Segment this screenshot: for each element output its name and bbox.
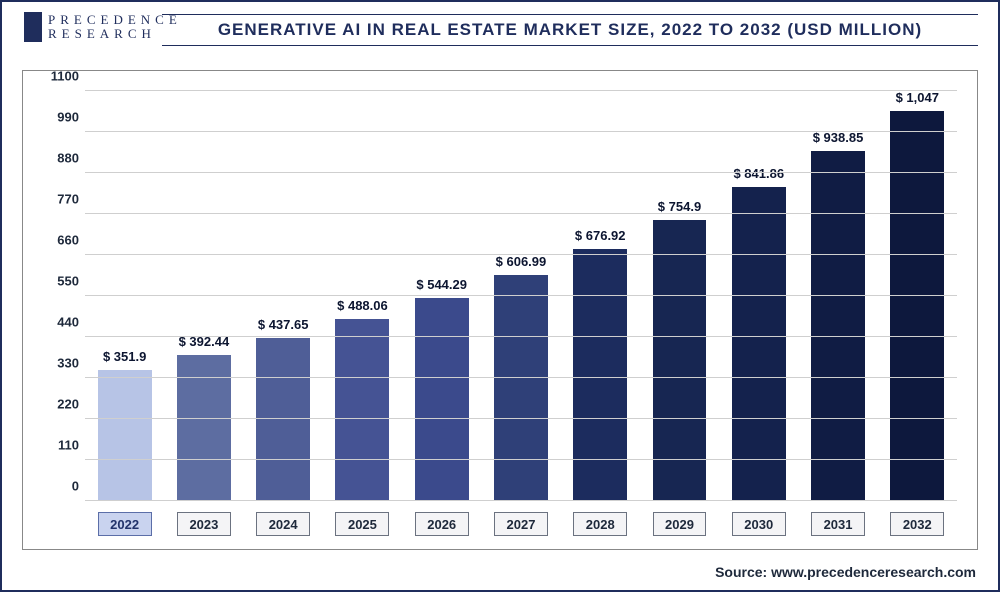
x-tick-label: 2025 — [335, 512, 389, 536]
x-tick-label: 2022 — [98, 512, 152, 536]
bar-value-label: $ 676.92 — [575, 228, 626, 243]
bar: $ 938.85 — [811, 151, 865, 501]
x-axis: 2022 2023 2024 2025 2026 2027 2028 2029 2030 2031… — [85, 509, 957, 539]
brand-logo: PRECEDENCE RESEARCH — [24, 12, 182, 42]
y-tick-label: 880 — [37, 151, 79, 166]
x-tick-label: 2032 — [890, 512, 944, 536]
bar: $ 841.86 — [732, 187, 786, 501]
x-tick-cell: 2022 — [85, 509, 164, 539]
y-tick-label: 220 — [37, 397, 79, 412]
bar: $ 676.92 — [573, 249, 627, 501]
x-tick-cell: 2026 — [402, 509, 481, 539]
bars-group: $ 351.9$ 392.44$ 437.65$ 488.06$ 544.29$… — [85, 91, 957, 501]
bar-column: $ 1,047 — [878, 91, 957, 501]
x-tick-label: 2028 — [573, 512, 627, 536]
y-tick-label: 660 — [37, 233, 79, 248]
grid-line — [85, 336, 957, 337]
bar: $ 351.9 — [98, 370, 152, 501]
y-tick-label: 770 — [37, 192, 79, 207]
x-tick-label: 2029 — [653, 512, 707, 536]
grid-line — [85, 90, 957, 91]
bar-column: $ 841.86 — [719, 91, 798, 501]
bar-column: $ 488.06 — [323, 91, 402, 501]
x-tick-cell: 2023 — [164, 509, 243, 539]
y-tick-label: 440 — [37, 315, 79, 330]
chart-container: $ 351.9$ 392.44$ 437.65$ 488.06$ 544.29$… — [22, 70, 978, 550]
bar-value-label: $ 754.9 — [658, 199, 701, 214]
bar-column: $ 392.44 — [164, 91, 243, 501]
x-tick-label: 2023 — [177, 512, 231, 536]
y-tick-label: 1100 — [37, 69, 79, 84]
bar: $ 544.29 — [415, 298, 469, 501]
plot-area: $ 351.9$ 392.44$ 437.65$ 488.06$ 544.29$… — [85, 91, 957, 501]
y-tick-label: 990 — [37, 110, 79, 125]
bar-value-label: $ 938.85 — [813, 130, 864, 145]
bar: $ 488.06 — [335, 319, 389, 501]
x-tick-cell: 2032 — [878, 509, 957, 539]
x-tick-label: 2024 — [256, 512, 310, 536]
x-tick-label: 2027 — [494, 512, 548, 536]
bar: $ 606.99 — [494, 275, 548, 501]
grid-line — [85, 377, 957, 378]
bar-value-label: $ 1,047 — [896, 90, 939, 105]
bar: $ 1,047 — [890, 111, 944, 501]
bar-column: $ 437.65 — [244, 91, 323, 501]
bar-column: $ 938.85 — [798, 91, 877, 501]
title-bar: GENERATIVE AI IN REAL ESTATE MARKET SIZE… — [162, 14, 978, 46]
grid-line — [85, 500, 957, 501]
grid-line — [85, 418, 957, 419]
logo-mark-icon — [24, 12, 42, 42]
y-tick-label: 330 — [37, 356, 79, 371]
x-tick-cell: 2030 — [719, 509, 798, 539]
x-tick-cell: 2025 — [323, 509, 402, 539]
chart-title: GENERATIVE AI IN REAL ESTATE MARKET SIZE… — [218, 20, 922, 40]
bar-column: $ 606.99 — [481, 91, 560, 501]
grid-line — [85, 459, 957, 460]
bar-column: $ 544.29 — [402, 91, 481, 501]
bar-value-label: $ 841.86 — [733, 166, 784, 181]
bar-value-label: $ 544.29 — [416, 277, 467, 292]
x-tick-cell: 2027 — [481, 509, 560, 539]
x-tick-label: 2031 — [811, 512, 865, 536]
bar-value-label: $ 351.9 — [103, 349, 146, 364]
x-tick-cell: 2029 — [640, 509, 719, 539]
bar: $ 437.65 — [256, 338, 310, 501]
y-tick-label: 110 — [37, 438, 79, 453]
y-tick-label: 550 — [37, 274, 79, 289]
y-tick-label: 0 — [37, 479, 79, 494]
grid-line — [85, 295, 957, 296]
grid-line — [85, 131, 957, 132]
source-attribution: Source: www.precedenceresearch.com — [715, 564, 976, 580]
bar-column: $ 351.9 — [85, 91, 164, 501]
grid-line — [85, 213, 957, 214]
x-tick-cell: 2031 — [798, 509, 877, 539]
bar-value-label: $ 488.06 — [337, 298, 388, 313]
bar-value-label: $ 437.65 — [258, 317, 309, 332]
x-tick-cell: 2024 — [244, 509, 323, 539]
x-tick-label: 2026 — [415, 512, 469, 536]
grid-line — [85, 254, 957, 255]
grid-line — [85, 172, 957, 173]
x-tick-label: 2030 — [732, 512, 786, 536]
bar-column: $ 676.92 — [561, 91, 640, 501]
x-tick-cell: 2028 — [561, 509, 640, 539]
bar-column: $ 754.9 — [640, 91, 719, 501]
bar-value-label: $ 606.99 — [496, 254, 547, 269]
